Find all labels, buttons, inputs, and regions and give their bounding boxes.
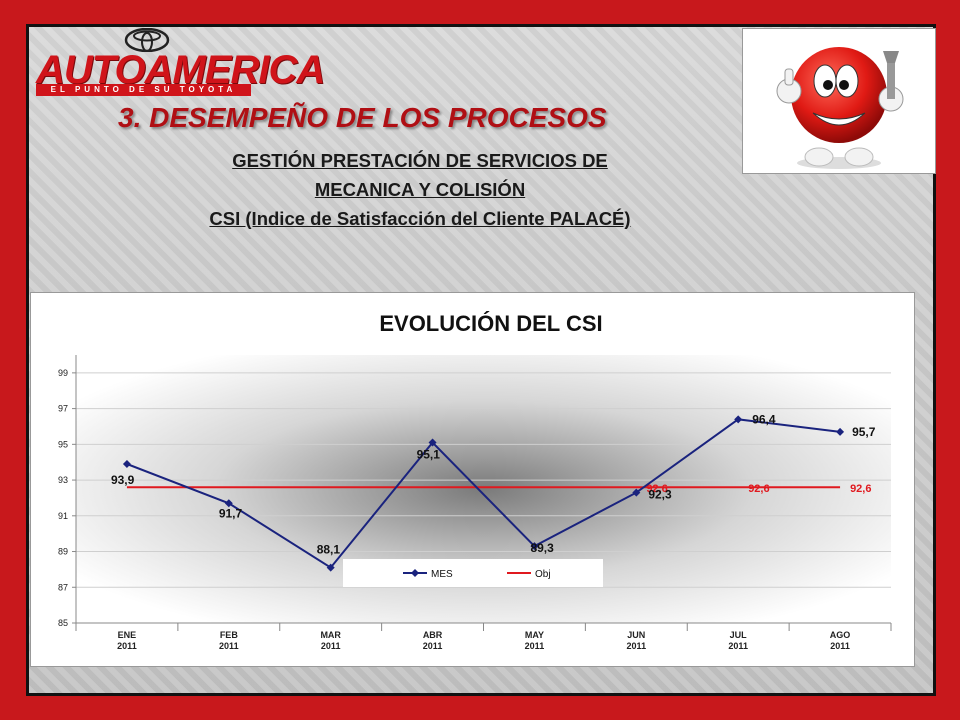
brand-tagline: EL PUNTO DE SU TOYOTA (36, 84, 251, 96)
y-tick-label: 93 (58, 475, 68, 485)
data-label-mes: 92,3 (648, 488, 672, 502)
y-tick-label: 89 (58, 547, 68, 557)
mechanic-mascot-image (742, 28, 936, 174)
x-tick-label: JUN (627, 630, 645, 640)
chart-title: EVOLUCIÓN DEL CSI (379, 311, 602, 336)
data-point-mes (632, 488, 641, 497)
subtitle-line-1: GESTIÓN PRESTACIÓN DE SERVICIOS DE (232, 150, 608, 171)
data-point-mes (224, 499, 233, 508)
y-tick-label: 87 (58, 582, 68, 592)
data-label-mes: 93,9 (111, 473, 135, 487)
data-label-obj: 92,6 (850, 483, 871, 495)
y-tick-label: 99 (58, 368, 68, 378)
data-point-mes (428, 438, 437, 447)
data-point-mes (530, 542, 539, 551)
toyota-emblem-icon (124, 28, 170, 52)
data-label-mes: 96,4 (752, 412, 776, 426)
data-label-mes: 95,7 (852, 425, 876, 439)
x-tick-label: ABR (423, 630, 443, 640)
data-label-obj: 92,6 (748, 483, 769, 495)
data-label-mes: 95,1 (417, 448, 441, 462)
y-tick-label: 85 (58, 618, 68, 628)
data-point-mes (122, 459, 131, 468)
x-tick-label: 2011 (219, 641, 239, 651)
data-label-mes: 91,7 (219, 506, 243, 520)
data-point-mes (326, 563, 335, 572)
subtitle-line-3: CSI (Indice de Satisfacción del Cliente … (209, 208, 631, 229)
series-line-mes (126, 418, 841, 569)
x-tick-label: 2011 (728, 641, 748, 651)
x-tick-label: AGO (830, 630, 851, 640)
x-tick-label: 2011 (117, 641, 137, 651)
data-point-mes (836, 427, 845, 436)
x-tick-label: 2011 (321, 641, 341, 651)
mascot-icon (776, 47, 904, 169)
legend-label-mes: MES (431, 569, 453, 580)
x-tick-label: FEB (220, 630, 239, 640)
data-point-mes (734, 415, 743, 424)
autoamerica-logo: AUTOAMERICA EL PUNTO DE SU TOYOTA (36, 28, 325, 98)
x-tick-label: ENE (118, 630, 137, 640)
legend-label-obj: Obj (535, 569, 551, 580)
y-tick-label: 97 (58, 404, 68, 414)
x-tick-label: 2011 (830, 641, 850, 651)
csi-chart: EVOLUCIÓN DEL CSI 85 87 89 91 93 95 97 99 ENE 20… (30, 292, 915, 667)
x-tick-label: MAR (320, 630, 341, 640)
section-title: 3. DESEMPEÑO DE LOS PROCESOS (118, 102, 607, 133)
legend-box (343, 559, 603, 587)
x-tick-label: JUL (730, 630, 748, 640)
x-tick-label: 2011 (525, 641, 545, 651)
data-label-mes: 88,1 (317, 543, 341, 557)
subtitle-line-2: MECANICA Y COLISIÓN (314, 179, 526, 200)
x-tick-label: MAY (525, 630, 544, 640)
data-label-mes: 89,3 (530, 541, 554, 555)
y-tick-label: 95 (58, 439, 68, 449)
legend-marker-mes (411, 569, 419, 577)
y-tick-label: 91 (58, 511, 68, 521)
data-label-obj: 92,6 (646, 483, 667, 495)
x-tick-label: 2011 (423, 641, 443, 651)
x-tick-label: 2011 (627, 641, 647, 651)
